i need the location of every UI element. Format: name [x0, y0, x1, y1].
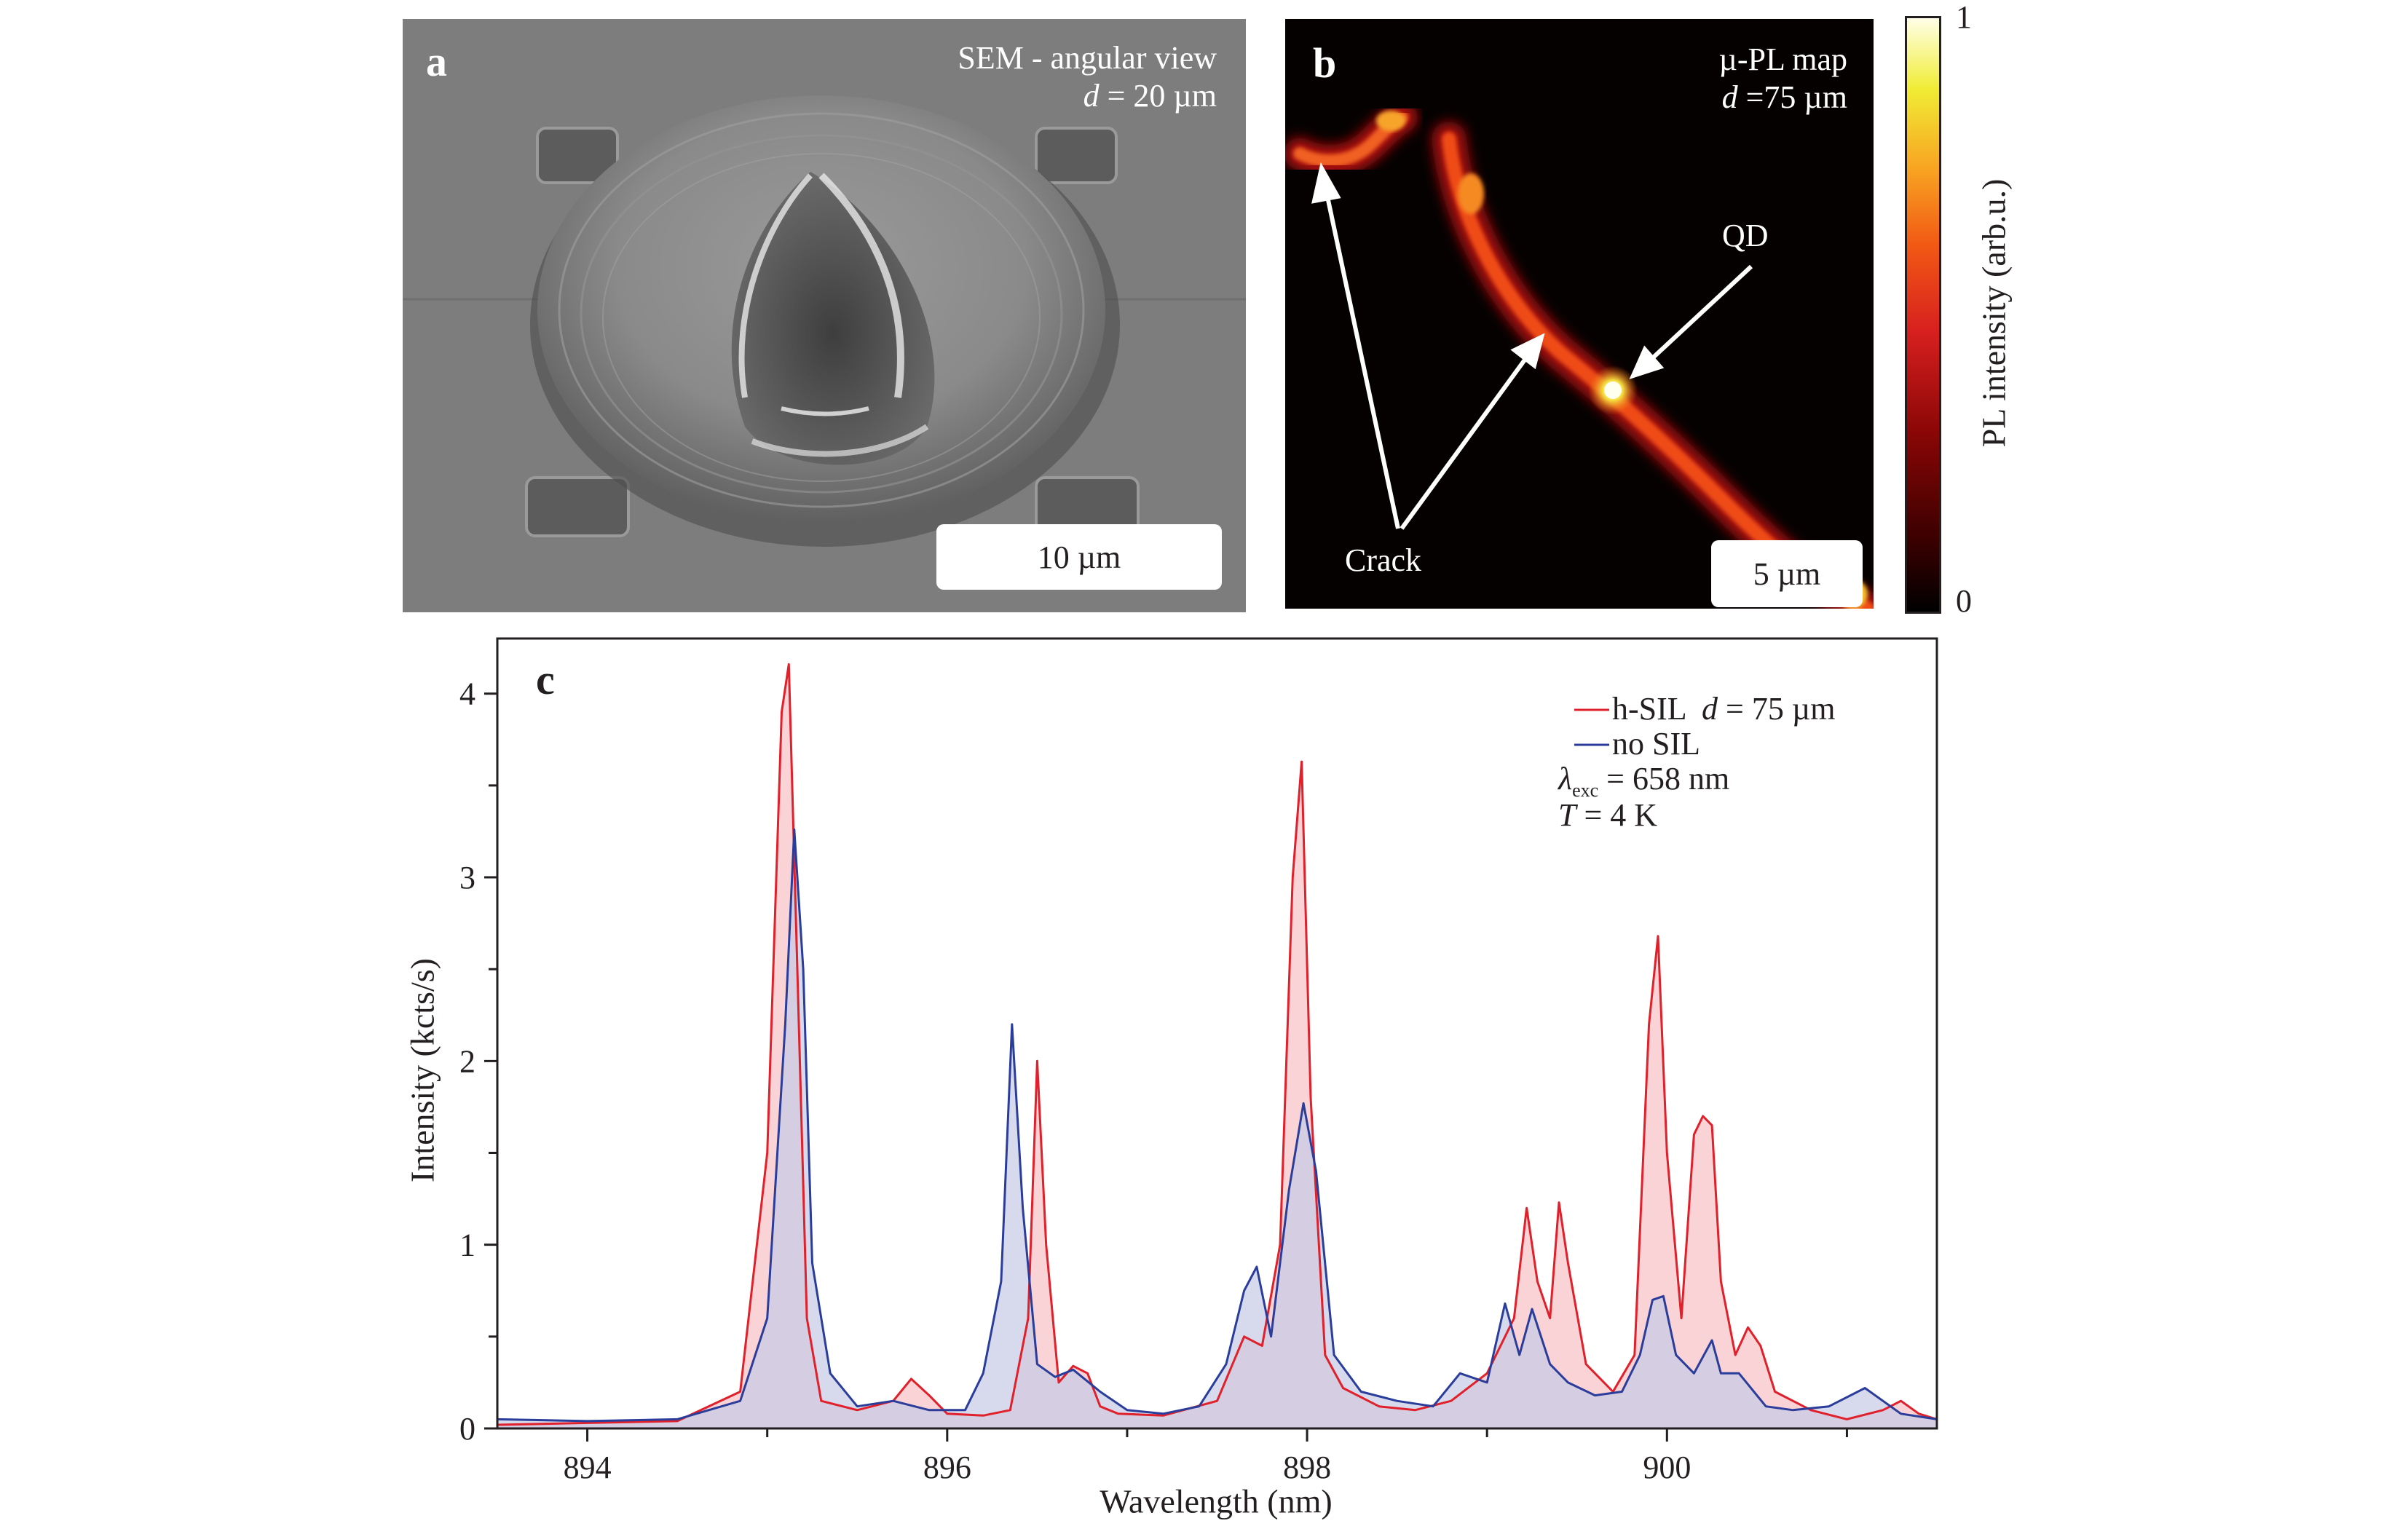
x-tick-label: 900 [1643, 1450, 1691, 1485]
y-tick-label: 0 [459, 1411, 475, 1447]
pl-diameter: d =75 µm [1721, 79, 1847, 115]
crack-label: Crack [1345, 542, 1422, 578]
panel-c-label: c [536, 656, 555, 703]
annotation-arrows [1311, 162, 1753, 530]
x-axis-label: Wavelength (nm) [1100, 1482, 1333, 1520]
legend-excitation: λexc = 658 nm [1558, 761, 1730, 801]
sem-view-title: SEM - angular view [958, 40, 1217, 76]
pl-title-block: µ-PL map d =75 µm [1719, 41, 1847, 116]
pl-scale-bar: 5 µm [1711, 540, 1863, 607]
y-tick-label: 2 [459, 1043, 475, 1079]
panel-b-pl-map: b µ-PL map d =75 µm QD Crack 5 µm [1285, 19, 1874, 609]
qd-label: QD [1722, 218, 1769, 253]
y-tick-label: 3 [459, 860, 475, 896]
x-tick-label: 894 [564, 1450, 612, 1485]
panel-a-label: a [426, 38, 447, 85]
legend-entry-no-sil: no SIL [1612, 726, 1700, 762]
pl-map-title: µ-PL map [1718, 41, 1847, 77]
legend-entry-h-sil: h-SIL d = 75 µm [1612, 691, 1836, 727]
series-fill-no-sil [497, 829, 1937, 1428]
sem-title-block: SEM - angular view d = 20 µm [958, 39, 1217, 115]
x-tick-label: 898 [1283, 1450, 1331, 1485]
y-tick-label: 4 [459, 676, 475, 712]
legend-temperature: T = 4 K [1558, 797, 1658, 833]
y-tick-label: 1 [459, 1227, 475, 1263]
colorbar [1905, 16, 1941, 614]
colorbar-min-tick: 0 [1956, 583, 1972, 619]
colorbar-max-tick: 1 [1956, 0, 1972, 35]
series-line-no-sil [497, 828, 1938, 1423]
sem-micrograph [403, 19, 1246, 612]
panel-a-sem-image: a SEM - angular view d = 20 µm 10 µm [403, 19, 1246, 612]
x-tick-label: 896 [923, 1450, 971, 1485]
plot-frame [496, 637, 1938, 1430]
panel-b-label: b [1313, 39, 1337, 87]
sem-diameter: d = 20 µm [1083, 78, 1217, 114]
sem-scale-bar: 10 µm [936, 524, 1222, 590]
y-axis-label: Intensity (kcts/s) [403, 958, 441, 1182]
